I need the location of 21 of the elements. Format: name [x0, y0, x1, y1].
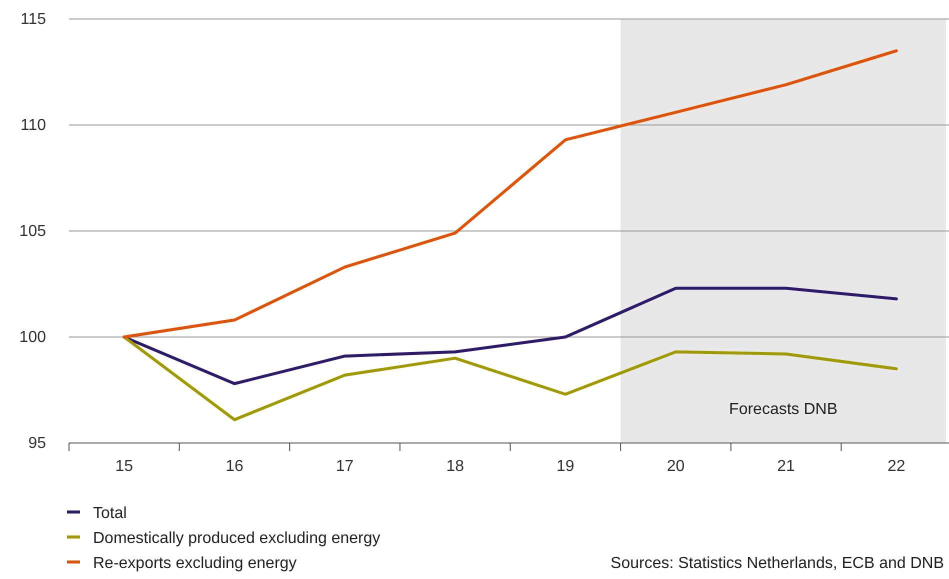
line-series [122, 286, 898, 386]
legend-label: Re-exports excluding energy [93, 555, 297, 572]
y-tick-label: 100 [19, 329, 46, 346]
line-series [122, 336, 898, 422]
x-tick-label: 20 [666, 458, 685, 475]
y-tick-label: 95 [28, 435, 46, 452]
y-tick-label: 110 [20, 117, 46, 134]
y-tick-label: 105 [19, 223, 46, 240]
source-note: Sources: Statistics Netherlands, ECB and DNB [610, 555, 944, 572]
legend-label: Total [93, 505, 127, 522]
legend-label: Domestically produced excluding energy [93, 530, 380, 547]
x-tick-label: 17 [336, 458, 354, 475]
x-tick-label: 22 [887, 458, 906, 475]
x-tick-label: 18 [446, 458, 464, 475]
band-label: Forecasts DNB [729, 401, 838, 418]
x-tick-label: 21 [777, 458, 796, 475]
x-tick-label: 19 [556, 458, 574, 475]
x-tick-label: 15 [115, 458, 134, 475]
x-tick-label: 16 [226, 458, 244, 475]
y-tick-label: 115 [20, 11, 46, 28]
line-series [122, 49, 898, 338]
